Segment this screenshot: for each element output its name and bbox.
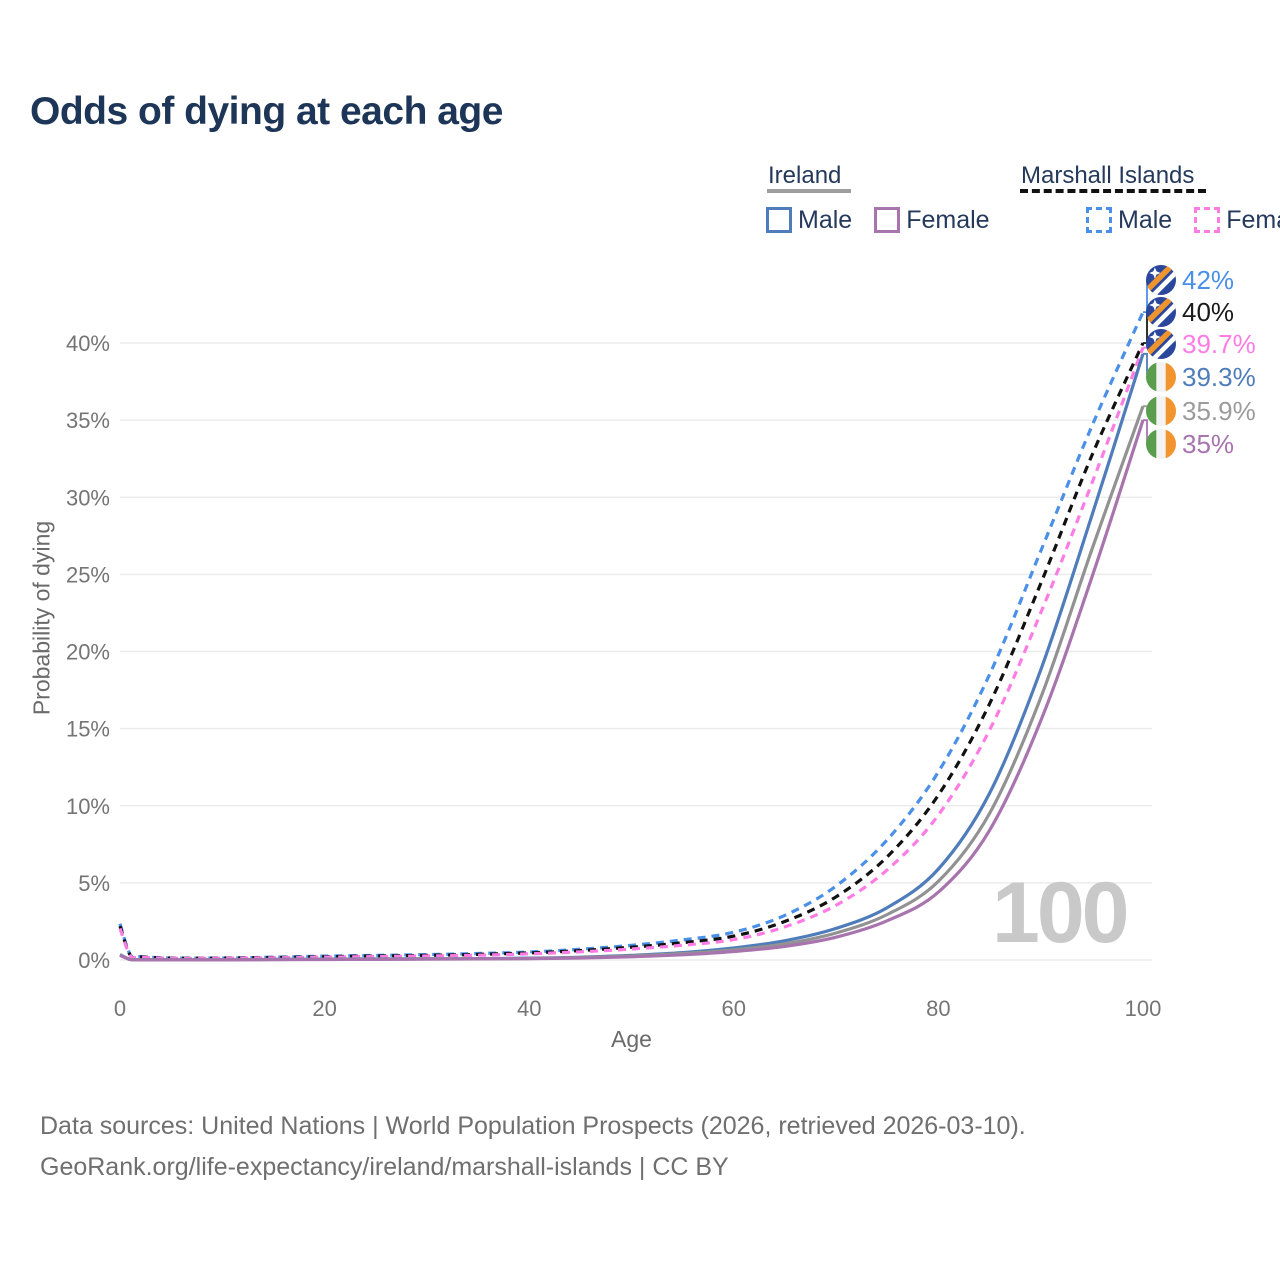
marshall-male-swatch-icon [1086, 207, 1112, 233]
series-end-value: 42% [1182, 264, 1235, 295]
legend-item-marshall-male[interactable]: Male [1086, 206, 1172, 235]
y-tick-label: 10% [66, 794, 110, 819]
series-line-marshall-islands-male [118, 311, 1145, 960]
series-end-label: 39.7% [1146, 328, 1256, 360]
x-tick-label: 40 [517, 996, 541, 1021]
ireland-flag-icon [1146, 429, 1176, 459]
y-tick-label: 0% [78, 948, 110, 973]
marshall-female-swatch-icon [1194, 207, 1221, 233]
series-end-value: 35.9% [1182, 395, 1256, 426]
ireland-flag-icon [1146, 362, 1176, 392]
series-end-value: 40% [1182, 296, 1235, 327]
y-tick-label: 40% [66, 331, 110, 356]
series-end-value: 39.3% [1182, 361, 1256, 392]
x-axis-title: Age [611, 1026, 652, 1052]
y-axis-title: Probability of dying [28, 520, 55, 716]
x-tick-label: 0 [114, 996, 126, 1021]
series-end-label: 39.3% [1146, 361, 1256, 393]
legend-item-ireland-male[interactable]: Male [766, 206, 852, 235]
legend-item-label: Female [1226, 205, 1280, 234]
legend-item-ireland-female[interactable]: Female [874, 205, 990, 235]
series-end-label: 40% [1146, 296, 1234, 328]
series-line-marshall-islands-female [118, 347, 1145, 961]
footer: Data sources: United Nations | World Pop… [40, 1106, 1026, 1188]
y-tick-label: 20% [66, 640, 110, 665]
marshall-islands-flag-icon [1146, 297, 1176, 327]
series-line-marshall-islands-both-sexes [118, 342, 1145, 960]
legend-row-ireland: Male Female [766, 204, 990, 236]
ireland-flag-icon [1146, 396, 1176, 426]
marshall-islands-line-sample [1020, 189, 1206, 193]
series-line-ireland-male [119, 353, 1145, 962]
legend-item-label: Male [798, 205, 853, 234]
ireland-male-swatch-icon [766, 207, 792, 233]
ireland-line-sample [767, 189, 851, 193]
marshall-islands-flag-icon [1146, 265, 1176, 295]
legend-item-marshall-female[interactable]: Female [1194, 206, 1280, 235]
y-tick-label: 35% [66, 408, 110, 433]
series-end-label: 35% [1146, 428, 1234, 460]
legend-group-title-marshall-islands: Marshall Islands [1021, 162, 1195, 189]
x-tick-label: 60 [722, 996, 746, 1021]
series-line-ireland-both-sexes [119, 405, 1145, 962]
series-end-label: 35.9% [1146, 395, 1256, 427]
series-end-value: 35% [1182, 428, 1235, 459]
attribution-line: GeoRank.org/life-expectancy/ireland/mars… [40, 1153, 729, 1181]
page-title: Odds of dying at each age [30, 90, 503, 133]
series-end-label: 42% [1146, 264, 1234, 296]
data-sources-line: Data sources: United Nations | World Pop… [40, 1112, 1026, 1140]
y-tick-label: 5% [78, 871, 110, 896]
legend-item-label: Male [1118, 205, 1173, 234]
x-tick-label: 100 [1125, 996, 1162, 1021]
y-tick-label: 30% [66, 485, 110, 510]
x-tick-label: 20 [312, 996, 336, 1021]
legend-item-label: Female [906, 205, 990, 234]
ireland-female-swatch-icon [874, 207, 901, 233]
y-tick-label: 25% [66, 562, 110, 587]
y-tick-label: 15% [66, 717, 110, 742]
legend-row-marshall-islands: Male Female [1086, 204, 1280, 236]
x-tick-label: 80 [926, 996, 950, 1021]
series-end-value: 39.7% [1182, 328, 1256, 359]
marshall-islands-flag-icon [1146, 329, 1176, 359]
legend-group-title-ireland: Ireland [768, 162, 842, 189]
age-hover-watermark: 100 [992, 865, 1129, 961]
series-line-ireland-female [119, 419, 1145, 962]
